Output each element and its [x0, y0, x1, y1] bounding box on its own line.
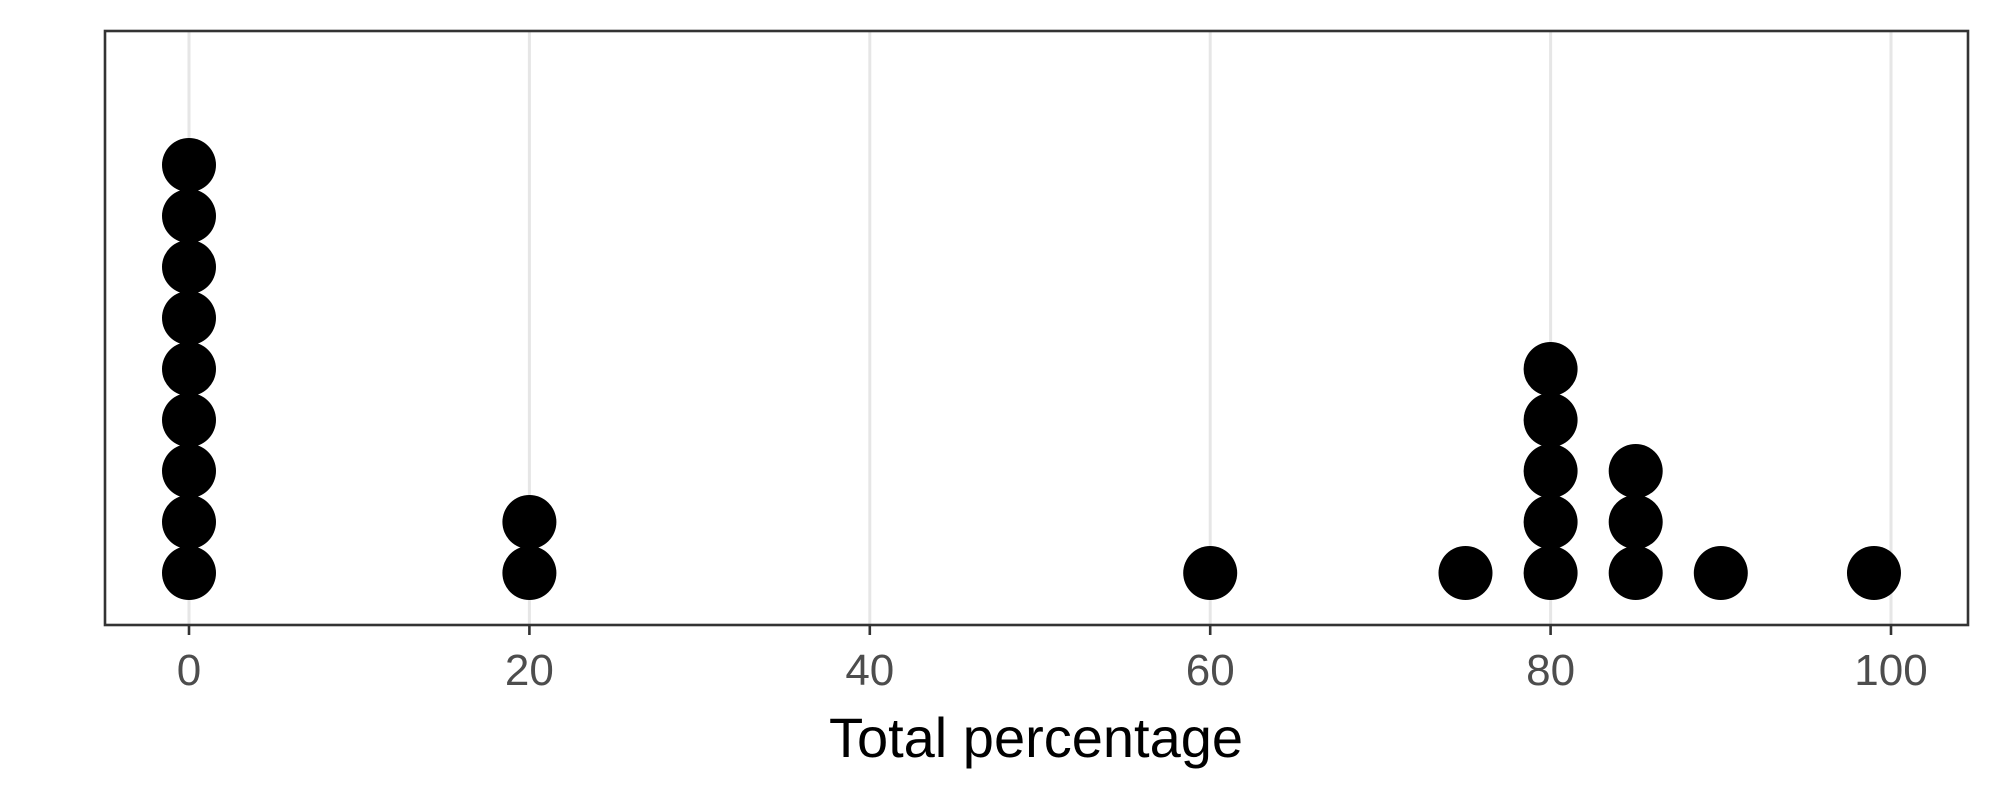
dot-x0-7: [162, 240, 216, 294]
dot-x85-2: [1608, 495, 1663, 549]
dot-x20-1: [502, 546, 557, 600]
dot-x99-1: [1846, 546, 1901, 600]
dot-x0-2: [162, 495, 216, 549]
x-tick-label-100: 100: [1854, 646, 1927, 695]
dot-x0-1: [162, 546, 216, 600]
dot-x80-5: [1523, 342, 1578, 396]
dot-x0-5: [162, 342, 216, 396]
x-tick-label-40: 40: [845, 646, 894, 695]
dot-x0-9: [162, 138, 216, 192]
dot-x80-3: [1523, 444, 1578, 498]
x-tick-label-0: 0: [177, 646, 201, 695]
dot-x85-1: [1608, 546, 1663, 600]
x-axis-ticks: [187, 625, 1893, 635]
dot-x0-4: [162, 393, 216, 447]
data-dots: [162, 138, 1901, 600]
plot-panel-border: [103, 29, 1970, 627]
x-tick-label-60: 60: [1186, 646, 1235, 695]
dot-x75-1: [1438, 546, 1493, 600]
dot-x60-1: [1183, 546, 1238, 600]
x-axis-tick-labels: 0 20 40 60 80 100: [177, 646, 1928, 695]
dot-x0-3: [162, 444, 216, 498]
dot-x85-3: [1608, 444, 1663, 498]
dot-x0-6: [162, 291, 216, 345]
dot-x90-1: [1693, 546, 1748, 600]
x-axis-title: Total percentage: [829, 706, 1243, 769]
x-tick-label-20: 20: [505, 646, 554, 695]
x-tick-label-80: 80: [1526, 646, 1575, 695]
dot-x20-2: [502, 495, 557, 549]
dot-x80-1: [1523, 546, 1578, 600]
dot-x0-8: [162, 189, 216, 243]
dot-x80-2: [1523, 495, 1578, 549]
dot-x80-4: [1523, 393, 1578, 447]
